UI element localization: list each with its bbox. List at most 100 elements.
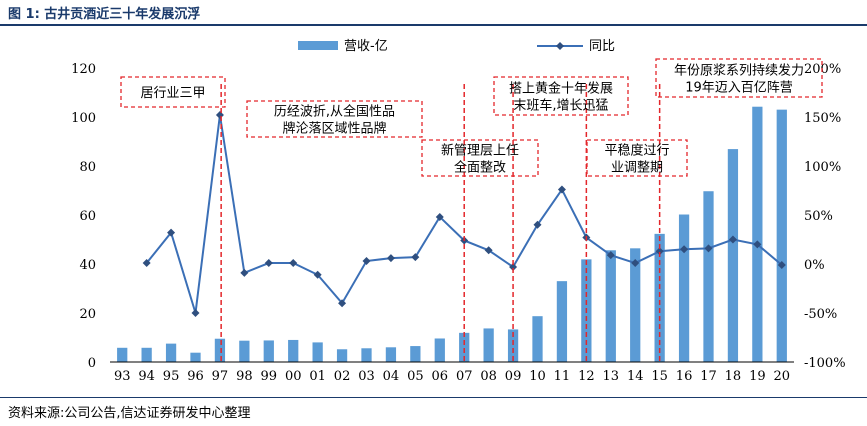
yoy-marker-19 (753, 240, 762, 249)
x-tick-label-96: 96 (187, 369, 204, 384)
annotation-text: 居行业三甲 (140, 86, 205, 101)
annotation-6: 年份原浆系列持续发力 19年迈入百亿阵营 (655, 58, 823, 98)
revenue-bar-07 (459, 332, 470, 362)
x-tick-label-11: 11 (554, 369, 571, 384)
y-left-tick-0: 0 (88, 356, 96, 371)
revenue-bar-17 (703, 191, 714, 362)
revenue-bar-08 (483, 328, 494, 362)
revenue-bar-19 (752, 106, 763, 363)
annotation-text: 新管理层上任 (441, 143, 519, 159)
revenue-bar-98 (239, 340, 250, 362)
x-tick-label-13: 13 (603, 369, 620, 384)
yoy-marker-09 (509, 262, 518, 271)
annotation-box (586, 139, 688, 177)
annotation-box (246, 100, 423, 138)
x-tick-label-19: 19 (749, 369, 766, 384)
phase-divider-layer (220, 84, 661, 362)
x-tick-label-09: 09 (505, 369, 522, 384)
revenue-bar-14 (630, 248, 641, 362)
combo-chart: 93 94 95 96 97 98 99 00 01 02 03 04 05 06 07 08 09 10 11 12… (71, 39, 845, 384)
yoy-marker-18 (728, 235, 737, 244)
yoy-marker-99 (264, 259, 273, 268)
revenue-bar-04 (385, 347, 397, 362)
x-tick-label-17: 17 (700, 369, 717, 384)
x-tick-label-10: 10 (529, 369, 546, 384)
x-tick-label-94: 94 (138, 369, 155, 384)
annotation-text: 末班车,增长迅猛 (513, 98, 608, 114)
y-right-tick-0: -100% (804, 356, 846, 371)
x-tick-label-04: 04 (383, 369, 400, 384)
annotation-text: 历经波折,从全国性品 (274, 104, 395, 120)
yoy-marker-03 (362, 257, 371, 266)
yoy-marker-02 (338, 299, 347, 308)
annotation-1: 居行业三甲 (120, 76, 226, 108)
revenue-bar-00 (288, 339, 299, 362)
x-tick-label-07: 07 (456, 369, 473, 384)
annotation-box (421, 139, 539, 177)
legend: 营收-亿 同比 (298, 39, 615, 54)
x-tick-label-03: 03 (358, 369, 375, 384)
x-tick-label-15: 15 (651, 369, 668, 384)
revenue-bar-13 (605, 250, 616, 362)
y-left-tick-100: 100 (71, 111, 96, 126)
yoy-marker-08 (484, 246, 493, 255)
x-tick-label-08: 08 (480, 369, 497, 384)
revenue-bar-10 (532, 316, 543, 362)
x-tick-label-02: 02 (334, 369, 351, 384)
legend-line-marker (556, 42, 564, 50)
revenue-bar-11 (556, 281, 568, 362)
legend-yoy-label: 同比 (589, 39, 615, 54)
revenue-bar-06 (434, 338, 445, 362)
annotation-text: 19年迈入百亿阵营 (685, 81, 793, 96)
annotation-text: 平稳度过行 (604, 143, 669, 159)
x-tick-label-98: 98 (236, 369, 253, 384)
yoy-marker-98 (240, 268, 249, 277)
revenue-bar-96 (190, 352, 201, 362)
revenue-bar-97 (214, 338, 226, 362)
x-tick-label-00: 00 (285, 369, 302, 384)
y-right-tick-4: 100% (804, 160, 841, 175)
annotation-text: 年份原浆系列持续发力 (674, 63, 804, 79)
x-tick-label-14: 14 (627, 369, 644, 384)
y-right-tick-3: 50% (804, 209, 833, 224)
y-right-tick-2: 0% (804, 258, 825, 273)
revenue-bar-01 (312, 342, 323, 362)
annotation-text: 全面整改 (454, 160, 506, 176)
revenue-bar-09 (507, 329, 519, 362)
yoy-marker-20 (777, 260, 786, 269)
revenue-bar-20 (776, 109, 787, 363)
yoy-marker-14 (631, 259, 640, 268)
revenue-bar-94 (141, 347, 152, 362)
annotation-text: 业调整期 (611, 161, 663, 176)
yoy-marker-04 (386, 254, 395, 263)
axes-layer: 93 94 95 96 97 98 99 00 01 02 03 04 05 06 07 08 09 10 11 12… (71, 62, 845, 384)
yoy-marker-11 (557, 185, 566, 194)
revenue-bar-05 (410, 346, 421, 362)
annotation-text: 搭上黄金十年发展 (509, 81, 613, 97)
x-tick-label-16: 16 (676, 369, 693, 384)
figure-title: 图 1: 古井贡酒近三十年发展沉浮 (8, 7, 201, 22)
x-tick-label-18: 18 (725, 369, 742, 384)
yoy-marker-94 (142, 259, 151, 268)
y-left-tick-60: 60 (79, 209, 96, 224)
x-tick-label-06: 06 (432, 369, 449, 384)
yoy-marker-05 (411, 253, 420, 262)
revenue-bar-15 (654, 233, 665, 362)
yoy-marker-06 (435, 212, 444, 221)
yoy-marker-00 (289, 259, 298, 268)
y-right-tick-1: -50% (804, 307, 837, 322)
x-tick-label-99: 99 (261, 369, 278, 384)
revenue-bar-99 (263, 340, 274, 362)
yoy-marker-16 (680, 245, 689, 254)
yoy-marker-13 (606, 251, 615, 260)
yoy-marker-95 (167, 228, 176, 237)
revenue-bar-18 (727, 149, 739, 362)
yoy-marker-10 (533, 220, 542, 229)
x-tick-label-01: 01 (309, 369, 326, 384)
annotation-box (655, 58, 823, 98)
x-tick-label-05: 05 (407, 369, 424, 384)
annotation-text: 牌沦落区域性品牌 (282, 121, 386, 137)
legend-revenue-label: 营收-亿 (344, 39, 388, 54)
